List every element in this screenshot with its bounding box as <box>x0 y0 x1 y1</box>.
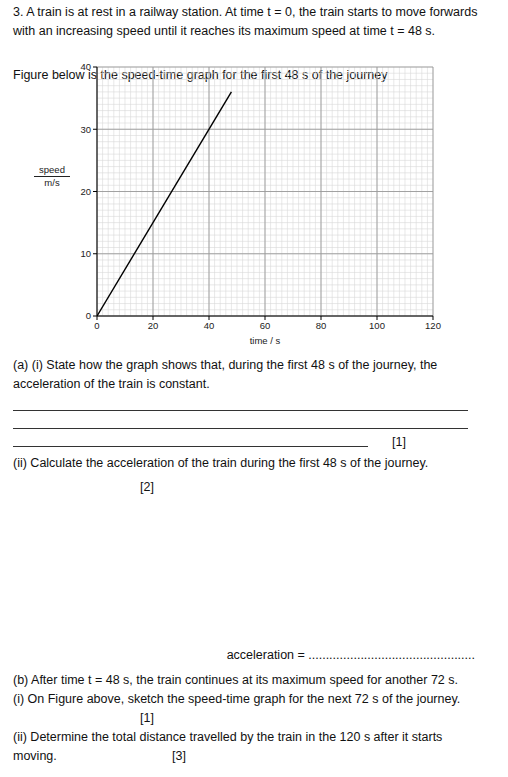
svg-text:20: 20 <box>80 186 91 197</box>
svg-text:40: 40 <box>80 61 91 72</box>
svg-text:40: 40 <box>204 320 215 331</box>
svg-text:30: 30 <box>80 124 91 135</box>
svg-text:time / s: time / s <box>250 335 281 346</box>
svg-text:20: 20 <box>148 320 159 331</box>
svg-text:0: 0 <box>86 310 91 321</box>
svg-text:60: 60 <box>260 320 271 331</box>
svg-text:80: 80 <box>316 320 327 331</box>
svg-text:10: 10 <box>80 248 91 259</box>
svg-text:100: 100 <box>369 320 385 331</box>
svg-text:120: 120 <box>425 320 441 331</box>
svg-text:0: 0 <box>94 320 99 331</box>
